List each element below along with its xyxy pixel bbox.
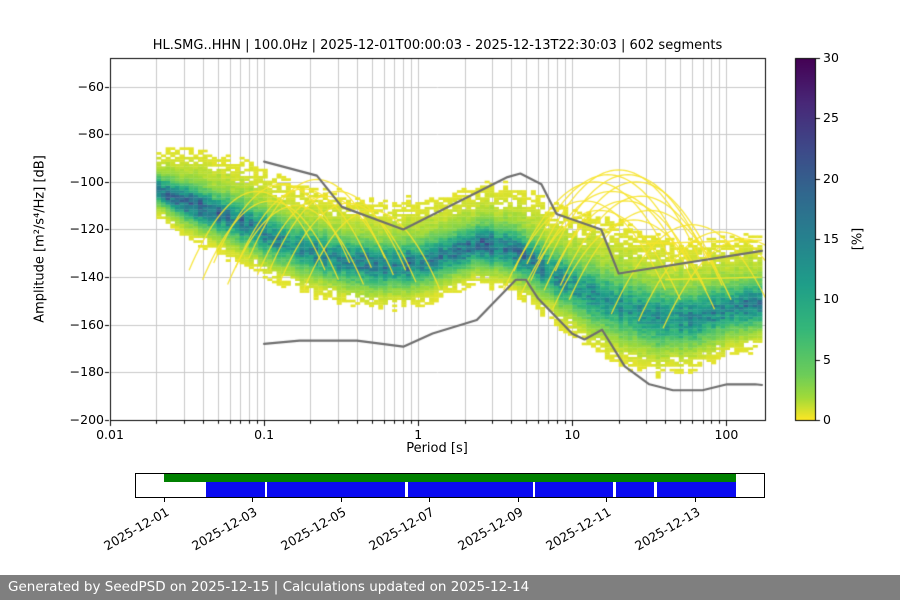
- timeline-tick: [429, 498, 431, 502]
- coverage-timeline: [135, 473, 765, 498]
- y-tick-label: −60: [77, 78, 104, 94]
- coverage-segment-blue: [267, 482, 405, 497]
- ppsd-plot-canvas: [0, 0, 900, 560]
- timeline-tick: [695, 498, 697, 502]
- y-tick-label: −120: [69, 221, 104, 237]
- y-tick-label: −160: [69, 316, 104, 332]
- colorbar-tick-label: 20: [823, 170, 839, 186]
- coverage-segment-blue: [616, 482, 655, 497]
- y-tick-label: −140: [69, 269, 104, 285]
- y-tick-label: −80: [77, 126, 104, 142]
- timeline-tick: [163, 498, 165, 502]
- colorbar-tick-label: 25: [823, 110, 839, 126]
- x-tick-label: 1: [414, 427, 423, 442]
- colorbar-tick-label: 30: [823, 50, 839, 65]
- y-tick-label: −100: [69, 173, 104, 189]
- colorbar-tick-label: 15: [823, 231, 839, 246]
- colorbar-tick-label: 0: [823, 412, 831, 427]
- colorbar-label: [%]: [850, 227, 866, 251]
- x-tick-label: 10: [564, 427, 581, 442]
- y-tick-label: −180: [69, 364, 104, 380]
- x-axis-label: Period [s]: [406, 441, 468, 456]
- footer-text: Generated by SeedPSD on 2025-12-15 | Cal…: [8, 579, 530, 595]
- y-axis-label: Amplitude [m²/s⁴/Hz] [dB]: [32, 155, 48, 323]
- y-tick-label: −200: [69, 412, 104, 427]
- timeline-tick: [341, 498, 342, 502]
- timeline-tick: [518, 498, 520, 502]
- coverage-segment-blue: [407, 482, 533, 497]
- timeline-tick: [606, 498, 608, 502]
- x-tick-label: 0.01: [96, 427, 124, 442]
- plot-title: HL.SMG..HHN | 100.0Hz | 2025-12-01T00:00…: [152, 38, 723, 53]
- timeline-tick: [252, 498, 254, 502]
- coverage-segment-blue: [657, 482, 737, 497]
- coverage-segment-blue: [535, 482, 614, 497]
- coverage-segment-blue: [205, 482, 265, 497]
- coverage-segment-green: [163, 474, 737, 482]
- colorbar-tick-label: 5: [823, 351, 831, 367]
- x-tick-label: 0.1: [254, 427, 275, 442]
- colorbar-tick-label: 10: [823, 291, 839, 307]
- x-tick-label: 100: [714, 427, 739, 442]
- footer: Generated by SeedPSD on 2025-12-15 | Cal…: [0, 575, 900, 600]
